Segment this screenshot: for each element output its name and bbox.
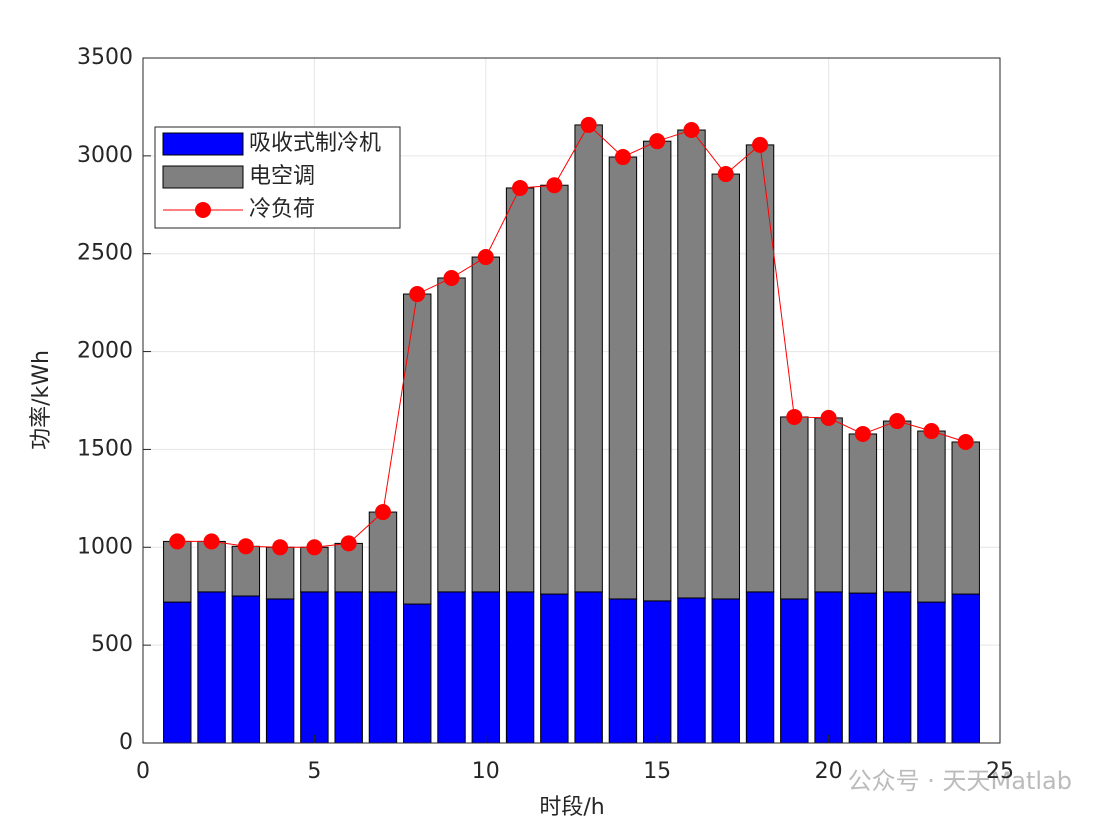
- x-tick-label: 20: [815, 759, 843, 784]
- line-marker: [443, 269, 460, 286]
- bar-segment: [882, 591, 912, 744]
- line-marker: [546, 177, 563, 194]
- bar-segment: [368, 591, 398, 744]
- bar-segment: [848, 433, 878, 594]
- bar-segment: [437, 591, 466, 744]
- bar-segment: [368, 511, 398, 593]
- line-marker: [477, 249, 494, 266]
- bar-segment: [608, 598, 638, 744]
- line-marker: [957, 433, 974, 450]
- x-axis-label: 时段/h: [539, 795, 604, 820]
- watermark: 公众号 · 天天Matlab: [848, 767, 1072, 795]
- line-marker: [923, 423, 940, 440]
- line-marker: [889, 413, 906, 430]
- legend-swatch: [162, 132, 244, 156]
- x-tick-label: 10: [472, 759, 500, 784]
- line-marker: [717, 166, 734, 183]
- bar-segment: [574, 591, 603, 744]
- bar-segment: [642, 600, 672, 744]
- y-tick-label: 2000: [77, 339, 133, 364]
- y-axis-label: 功率/kWh: [29, 350, 54, 450]
- bar-segment: [608, 156, 638, 600]
- bar-segment: [814, 591, 843, 744]
- bar-segment: [163, 601, 192, 744]
- bar-segment: [814, 417, 843, 593]
- bar-segment: [540, 593, 569, 744]
- line-marker: [752, 136, 769, 153]
- legend-label: 冷负荷: [249, 197, 315, 222]
- bar-segment: [540, 184, 569, 595]
- bar-segment: [745, 144, 775, 593]
- bar-segment: [403, 603, 432, 744]
- legend-marker: [195, 202, 211, 218]
- line-marker: [820, 409, 837, 426]
- bar-segment: [882, 420, 912, 593]
- line-marker: [649, 133, 666, 150]
- bar-segment: [300, 591, 329, 744]
- y-tick-label: 500: [91, 632, 133, 657]
- bar-segment: [677, 129, 706, 599]
- x-tick-label: 5: [307, 759, 321, 784]
- bar-segment: [917, 601, 946, 744]
- bar-segment: [505, 187, 535, 593]
- bar-segment: [951, 441, 980, 595]
- line-marker: [614, 149, 631, 166]
- legend-swatch: [162, 165, 244, 189]
- legend-label: 电空调: [249, 164, 315, 189]
- line-marker: [169, 533, 186, 550]
- bar-segment: [471, 591, 501, 744]
- bar-segment: [917, 430, 946, 603]
- bar-segment: [780, 598, 809, 744]
- bar-segment: [265, 546, 295, 600]
- bar-segment: [197, 591, 226, 744]
- bar-segment: [437, 277, 466, 593]
- line-marker: [512, 179, 529, 196]
- y-tick-label: 1000: [77, 534, 133, 559]
- y-tick-label: 1500: [77, 436, 133, 461]
- y-tick-label: 0: [119, 730, 133, 755]
- bar-segment: [163, 540, 192, 603]
- line-marker: [374, 504, 391, 521]
- bar-segment: [231, 545, 261, 597]
- bar-segment: [505, 591, 535, 744]
- line-marker: [580, 116, 597, 133]
- bar-segment: [574, 124, 603, 593]
- line-marker: [409, 286, 426, 303]
- line-marker: [786, 408, 803, 425]
- bar-segment: [677, 597, 706, 744]
- x-tick-label: 0: [136, 759, 150, 784]
- axes-box: [142, 57, 1001, 744]
- line-marker: [237, 538, 254, 555]
- bar-segment: [951, 593, 980, 744]
- bar-segment: [471, 256, 501, 593]
- bar-segment: [711, 173, 740, 600]
- bar-segment: [334, 542, 363, 593]
- line-marker: [854, 425, 871, 442]
- bar-segment: [711, 598, 740, 744]
- y-tick-label: 2500: [77, 241, 133, 266]
- bar-segment: [642, 140, 672, 602]
- bar-segment: [745, 591, 775, 744]
- bar-segment: [231, 595, 261, 744]
- line-marker: [272, 539, 289, 556]
- legend-label: 吸收式制冷机: [249, 131, 381, 156]
- line-marker: [306, 539, 323, 556]
- y-tick-label: 3500: [77, 45, 133, 70]
- x-tick-label: 25: [986, 759, 1014, 784]
- y-tick-label: 3000: [77, 143, 133, 168]
- x-tick-label: 15: [643, 759, 671, 784]
- line-marker: [340, 535, 357, 552]
- bar-segment: [265, 598, 295, 744]
- bar-segment: [780, 416, 809, 600]
- bar-segment: [197, 540, 226, 593]
- line-marker: [683, 122, 700, 139]
- line-marker: [203, 533, 220, 550]
- bar-segment: [403, 293, 432, 605]
- bar-segment: [848, 592, 878, 744]
- bar-segment: [334, 591, 363, 744]
